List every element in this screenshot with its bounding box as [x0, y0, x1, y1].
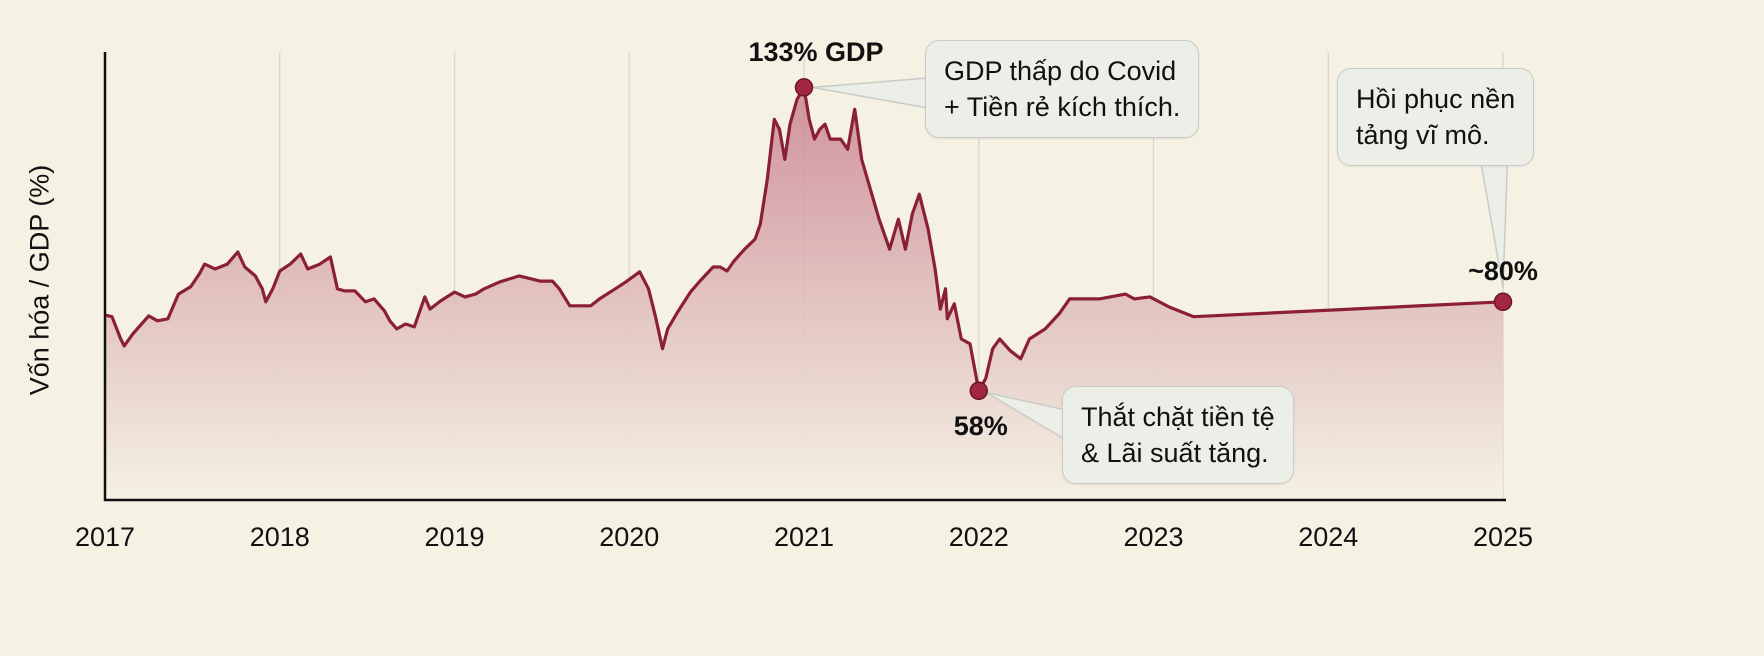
callout-recovery: Hồi phục nền tảng vĩ mô. — [1337, 68, 1535, 166]
peak-marker — [794, 78, 814, 97]
peak-value-label: 133% GDP — [748, 37, 884, 68]
x-tick-label: 2020 — [599, 522, 660, 552]
y-axis-label: Vốn hóa / GDP (%) — [24, 164, 55, 396]
trough-value-label: 58% — [953, 410, 1008, 441]
series-line — [104, 85, 1504, 393]
callout-line: + Tiền rẻ kích thích. — [944, 92, 1181, 122]
callout-line: Hồi phục nền — [1356, 84, 1516, 114]
markers — [794, 78, 1513, 401]
callout-line: & Lãi suất tăng. — [1081, 438, 1269, 468]
callout-tail — [811, 77, 929, 109]
x-tick-label: 2022 — [948, 522, 1009, 552]
x-tick-label: 2017 — [74, 522, 136, 552]
end-value-label: ~80% — [1468, 255, 1538, 286]
callout-covid: GDP thấp do Covid + Tiền rẻ kích thích. — [925, 40, 1200, 138]
x-tick-label: 2019 — [424, 522, 485, 552]
x-tick-label: 2024 — [1298, 522, 1359, 552]
x-tick-label: 2023 — [1123, 522, 1184, 552]
callout-tightening: Thắt chặt tiền tệ & Lãi suất tăng. — [1062, 386, 1294, 484]
callout-line: GDP thấp do Covid — [944, 56, 1177, 86]
callout-line: Thắt chặt tiền tệ — [1081, 402, 1275, 432]
end-marker — [1493, 292, 1513, 312]
x-tick-label: 2025 — [1472, 522, 1534, 552]
trough-marker — [969, 381, 988, 401]
x-tick-label: 2021 — [773, 522, 835, 552]
callout-line: tảng vĩ mô. — [1356, 120, 1490, 150]
x-tick-label: 2018 — [249, 522, 310, 552]
